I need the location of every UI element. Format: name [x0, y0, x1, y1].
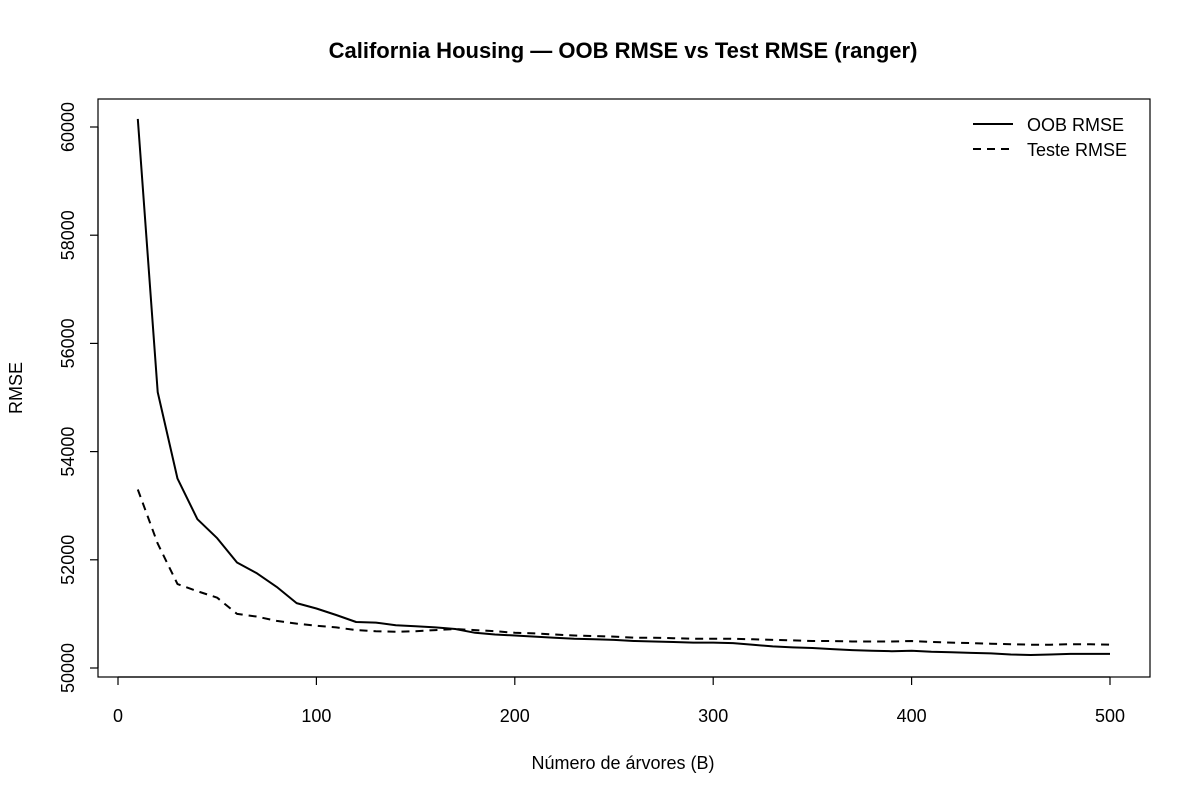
x-axis-label: Número de árvores (B)	[531, 753, 714, 773]
x-tick-label: 400	[897, 706, 927, 726]
y-axis: 50000 52000 54000 56000 58000 60000	[58, 102, 99, 693]
legend: OOB RMSE Teste RMSE	[973, 115, 1127, 160]
y-tick-label: 60000	[58, 102, 78, 152]
legend-label-teste-rmse: Teste RMSE	[1027, 140, 1127, 160]
series-line-oob-rmse	[136, 118, 1110, 656]
x-tick-label: 500	[1095, 706, 1125, 726]
y-tick-label: 54000	[58, 427, 78, 477]
x-tick-label: 100	[301, 706, 331, 726]
y-tick-label: 52000	[58, 535, 78, 585]
chart-title: California Housing — OOB RMSE vs Test RM…	[329, 38, 918, 63]
x-tick-label: 300	[698, 706, 728, 726]
series-layer	[136, 118, 1111, 656]
y-tick-label: 50000	[58, 643, 78, 693]
y-tick-label: 58000	[58, 210, 78, 260]
x-tick-label: 200	[500, 706, 530, 726]
x-axis: 0 100 200 300 400 500	[113, 676, 1125, 726]
y-tick-label: 56000	[58, 318, 78, 368]
x-tick-label: 0	[113, 706, 123, 726]
series-line-teste-rmse	[136, 489, 1111, 646]
legend-label-oob-rmse: OOB RMSE	[1027, 115, 1124, 135]
y-axis-label: RMSE	[6, 362, 26, 414]
plot-frame	[97, 98, 1151, 678]
